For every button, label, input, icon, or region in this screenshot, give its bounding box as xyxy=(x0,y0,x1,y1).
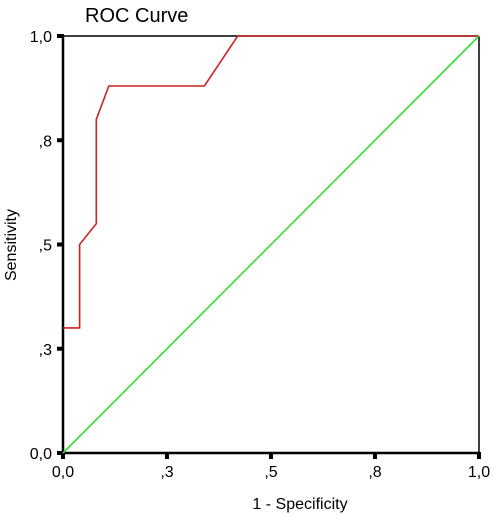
roc-curve-line xyxy=(63,35,479,329)
reference-diagonal-line xyxy=(62,35,480,454)
y-axis-title: Sensitivity xyxy=(3,209,20,281)
y-axis: 0,0 ,3 ,5 ,8 1,0 xyxy=(30,29,64,463)
x-tick-label: 1,0 xyxy=(468,464,490,481)
x-tick-label: ,3 xyxy=(160,464,173,481)
y-tick-label: ,5 xyxy=(39,238,52,255)
x-axis-title: 1 - Specificity xyxy=(252,496,347,513)
x-tick-label: ,8 xyxy=(368,464,381,481)
y-tick-label: 1,0 xyxy=(30,29,52,46)
x-tick-label: ,5 xyxy=(264,464,277,481)
series-layer xyxy=(62,35,480,454)
x-tick-label: 0,0 xyxy=(52,464,74,481)
chart-title: ROC Curve xyxy=(85,5,188,27)
y-tick-label: ,3 xyxy=(39,342,52,359)
y-tick-label: ,8 xyxy=(39,133,52,150)
y-tick-label: 0,0 xyxy=(30,446,52,463)
x-axis: 0,0 ,3 ,5 ,8 1,0 xyxy=(52,452,490,481)
